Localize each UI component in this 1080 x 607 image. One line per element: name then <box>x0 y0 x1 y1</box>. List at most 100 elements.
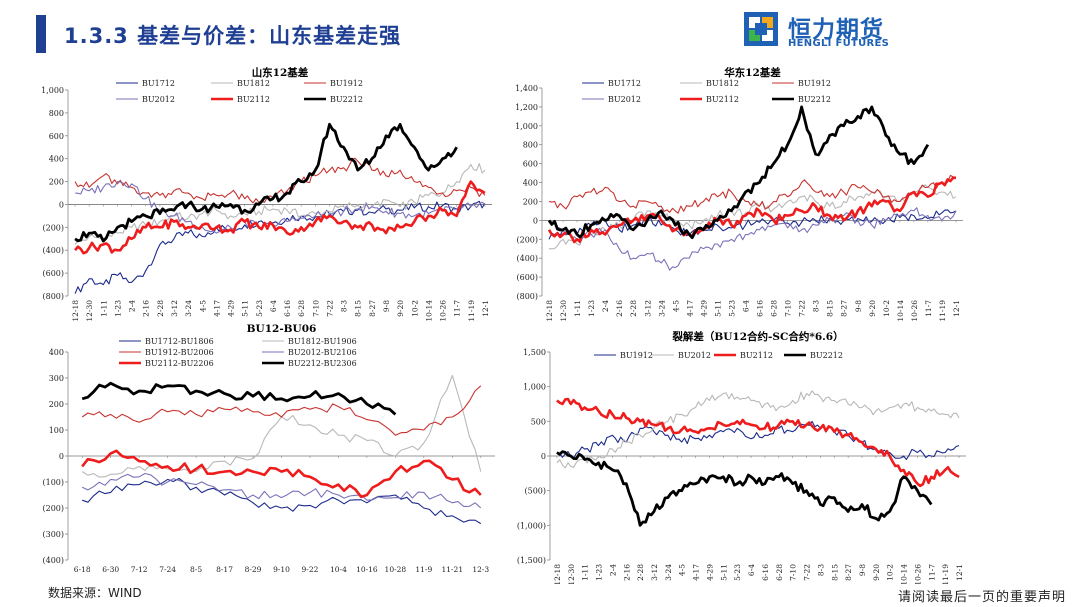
x-tick-label: 6-28 <box>297 300 306 317</box>
y-tick-label: (600) <box>516 273 538 282</box>
series-line-bu2112 <box>547 176 957 244</box>
x-tick-label: 12-18 <box>545 300 554 322</box>
x-tick-label: 12-30 <box>85 300 94 322</box>
series-line-bu1712-bu1806 <box>82 477 482 525</box>
x-tick-label: 6-30 <box>102 565 119 574</box>
x-tick-label: 7-22 <box>803 564 812 581</box>
y-tick-label: 200 <box>49 400 64 409</box>
x-tick-label: 6-16 <box>283 300 292 317</box>
x-tick-label: 10-14 <box>896 300 905 322</box>
series-line-bu1712 <box>74 200 486 294</box>
x-tick-label: 11-19 <box>938 300 947 322</box>
chart-title: BU12-BU06 <box>247 323 317 335</box>
x-tick-label: 10-2 <box>410 300 419 317</box>
y-tick-label: (400) <box>42 246 64 255</box>
x-tick-label: 8-15 <box>354 300 363 317</box>
y-tick-label: 1,500 <box>523 348 546 357</box>
series-line-bu1912 <box>548 174 957 214</box>
y-tick-label: 800 <box>523 141 538 150</box>
x-tick-label: 11-7 <box>453 300 462 317</box>
x-tick-label: 5-23 <box>255 300 264 317</box>
y-tick-label: (200) <box>516 235 538 244</box>
x-tick-label: 8-27 <box>844 564 853 581</box>
x-tick-label: 7-10 <box>311 300 320 317</box>
x-tick-label: 10-26 <box>439 300 448 322</box>
chart-crack-spread: 裂解差（BU12合约-SC合约*6.6） (1,500) (1,000) (500) 0… <box>508 322 978 584</box>
x-tick-label: 2-4 <box>601 300 610 312</box>
x-tick-label: 12-18 <box>553 564 562 584</box>
x-tick-label: 11-7 <box>927 564 936 581</box>
hengli-logo: 恒力期货 HENGLI FUTURES <box>744 10 904 52</box>
x-tick-label: 8-3 <box>812 300 821 312</box>
x-tick-label: 6-28 <box>775 564 784 581</box>
y-tick-label: 100 <box>49 426 64 435</box>
legend-label-bu2112: BU2112 <box>706 95 739 104</box>
x-tick-label: 5-11 <box>719 564 728 581</box>
x-tick-label: 1-11 <box>573 300 582 317</box>
x-tick-label: 1-11 <box>581 564 590 581</box>
x-tick-label: 9-20 <box>396 300 405 317</box>
x-tick-label: 10-4 <box>330 565 347 574</box>
series-line-bu1812 <box>548 184 957 250</box>
logo-english-name: HENGLI FUTURES <box>788 38 890 49</box>
x-tick-label: 12-3 <box>472 565 489 574</box>
y-tick-label: 200 <box>523 197 538 206</box>
legend-label-bu2012-bu2106: BU2012-BU2106 <box>288 348 357 357</box>
x-tick-label: 9-8 <box>382 300 391 312</box>
chart-title: 山东12基差 <box>252 66 309 79</box>
legend-label-bu2112: BU2112 <box>740 351 773 360</box>
legend-label-bu2012: BU2012 <box>142 95 175 104</box>
legend-label-bu2212: BU2212 <box>330 95 363 104</box>
x-tick-label: 8-15 <box>830 564 839 581</box>
x-tick-label: 8-5 <box>190 565 202 574</box>
x-tick-label: 10-16 <box>356 565 378 574</box>
series-line-bu2112 <box>556 397 960 488</box>
chart-svg-c4: 裂解差（BU12合约-SC合约*6.6） (1,500) (1,000) (500) 0… <box>517 330 966 584</box>
y-tick-label: (1,000) <box>517 521 546 530</box>
x-tick-label: 10-26 <box>910 300 919 322</box>
x-tick-label: 4-29 <box>699 300 708 317</box>
legend-label-bu1712: BU1712 <box>608 79 641 88</box>
series-line-bu2212 <box>556 450 933 527</box>
x-tick-label: 3-12 <box>643 300 652 317</box>
chart-east-china-basis: 华东12基差 (800) (600) (400) (200) 0 200 400 600 800 1… <box>508 64 978 336</box>
x-tick-label: 6-18 <box>74 565 91 574</box>
y-tick-label: 500 <box>531 417 546 426</box>
legend-label-bu1712: BU1712 <box>142 79 175 88</box>
x-tick-label: 10-14 <box>424 300 433 322</box>
x-tick-label: 8-3 <box>816 564 825 576</box>
disclaimer-note: 请阅读最后一页的重要声明 <box>897 590 1066 605</box>
x-tick-label: 11-19 <box>941 564 950 584</box>
x-tick-label: 2-28 <box>156 300 165 317</box>
x-tick-label: 2-16 <box>142 300 151 317</box>
y-tick-label: (400) <box>42 556 64 565</box>
series-line-bu1912-bu2006 <box>81 385 482 436</box>
legend-label-bu1912-bu2006: BU1912-BU2006 <box>145 348 214 357</box>
legend-label-bu1912: BU1912 <box>798 79 831 88</box>
legend-label-bu2212-bu2306: BU2212-BU2306 <box>288 359 357 368</box>
series-line-bu2212 <box>547 105 930 240</box>
legend-label-bu1812-bu1906: BU1812-BU1906 <box>288 337 357 346</box>
legend-label-bu2212: BU2212 <box>798 95 831 104</box>
y-tick-label: (800) <box>516 292 538 301</box>
data-source-note: 数据来源：WIND <box>48 586 142 600</box>
x-tick-label: 5-11 <box>241 300 250 317</box>
x-tick-label: 12-1 <box>955 564 964 581</box>
x-tick-label: 2-28 <box>629 300 638 317</box>
hengli-logo-mark-icon <box>744 12 778 46</box>
x-tick-label: 7-22 <box>325 300 334 317</box>
series-line-bu2212-bu2306 <box>81 381 397 416</box>
x-tick-label: 1-11 <box>99 300 108 317</box>
x-tick-label: 11-7 <box>924 300 933 317</box>
x-tick-label: 6-4 <box>741 300 750 312</box>
x-tick-label: 6-16 <box>761 564 770 581</box>
y-tick-label: 300 <box>49 374 64 383</box>
series-line-bu2012 <box>556 390 960 469</box>
x-tick-label: 4-17 <box>212 300 221 317</box>
x-tick-label: 9-20 <box>872 564 881 581</box>
y-tick-label: 400 <box>523 179 538 188</box>
x-tick-label: 4-17 <box>692 564 701 581</box>
y-tick-label: (500) <box>524 487 546 496</box>
x-tick-label: 3-12 <box>650 564 659 581</box>
x-tick-label: 4-29 <box>705 564 714 581</box>
